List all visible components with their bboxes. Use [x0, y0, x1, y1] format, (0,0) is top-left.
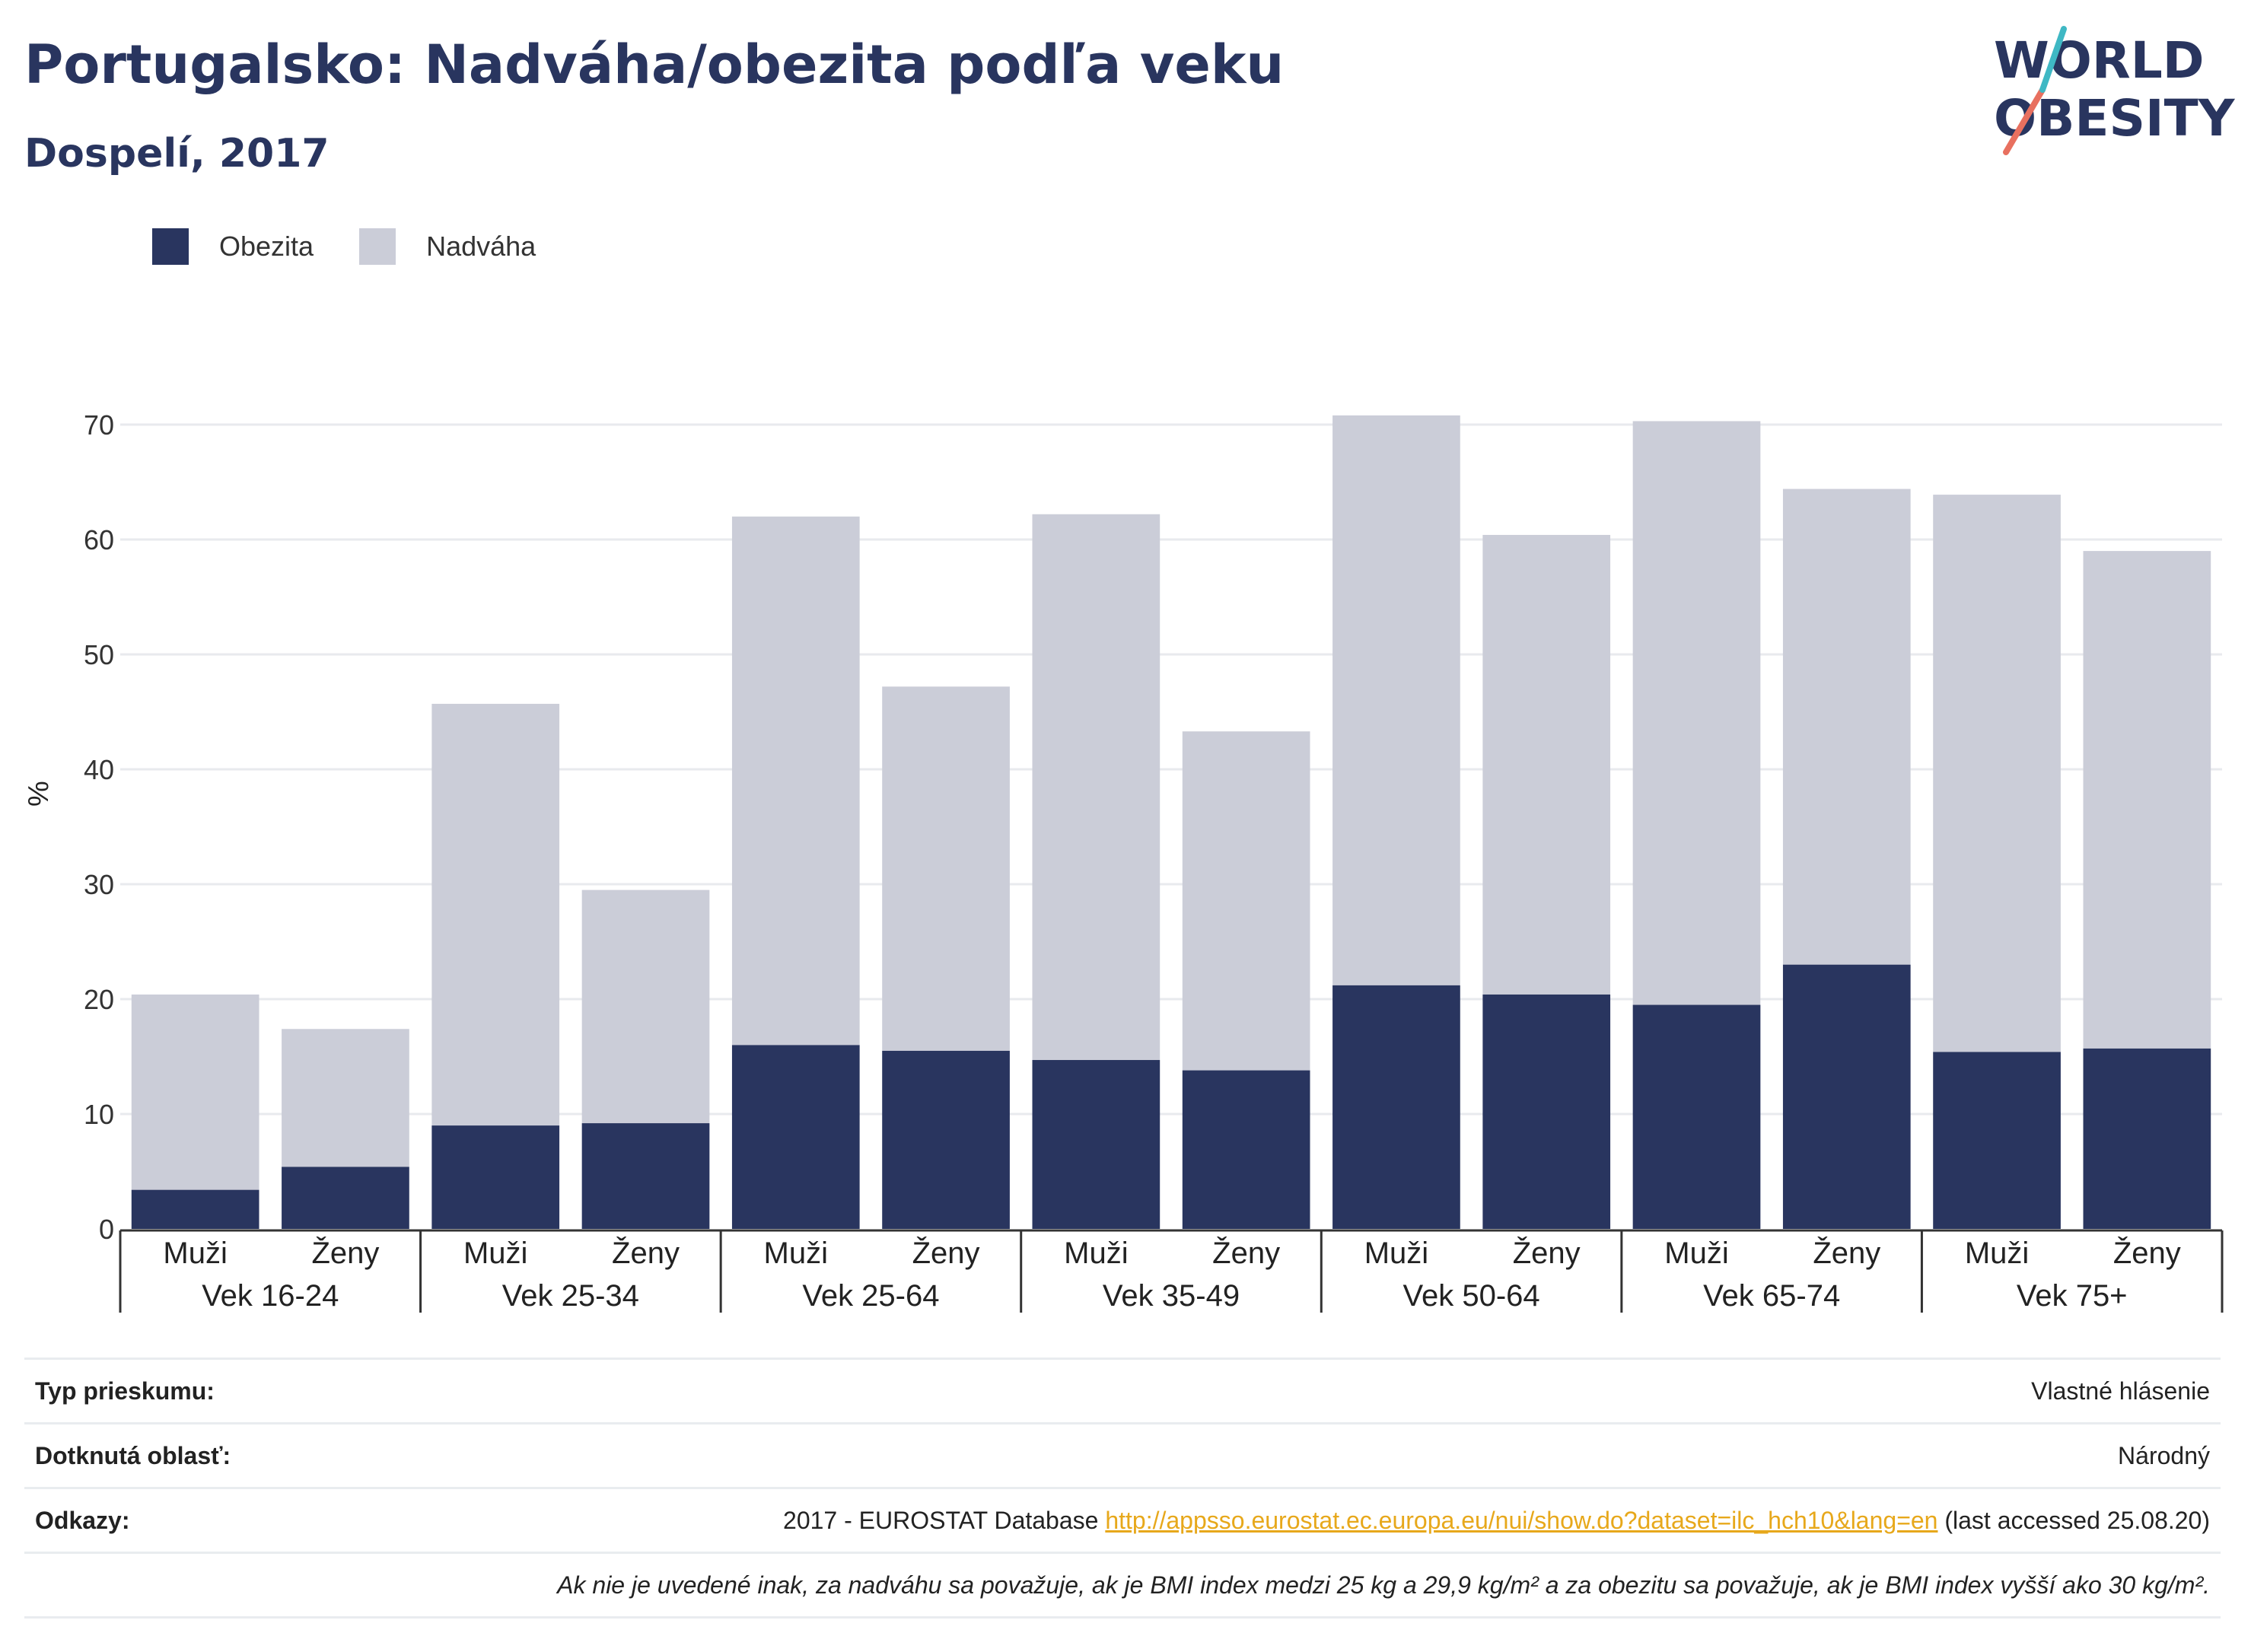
references-suffix: (last accessed 25.08.20) [1944, 1506, 2210, 1534]
bar-overweight [131, 994, 259, 1190]
survey-type-value: Vlastné hlásenie [2031, 1377, 2210, 1405]
x-sex-label: Muži [764, 1237, 828, 1270]
eurostat-link[interactable]: http://appsso.eurostat.ec.europa.eu/nui/… [1105, 1506, 1938, 1534]
legend-item-overweight: Nadváha [359, 228, 536, 265]
references-label: Odkazy: [35, 1506, 130, 1534]
bar-overweight [1332, 415, 1460, 985]
bar-obesity [2083, 1048, 2211, 1229]
area-label: Dotknutá oblasť: [35, 1441, 231, 1469]
info-row-survey: Typ prieskumu: Vlastné hlásenie [24, 1358, 2221, 1422]
y-tick-label: 40 [84, 754, 114, 785]
x-sex-label: Ženy [1813, 1236, 1880, 1270]
x-group-label: Vek 75+ [2017, 1279, 2128, 1313]
y-tick-label: 0 [99, 1214, 114, 1245]
x-group-label: Vek 16-24 [202, 1279, 339, 1313]
bar-overweight [731, 516, 860, 1046]
x-group-label: Vek 50-64 [1403, 1279, 1540, 1313]
bar-obesity [731, 1045, 860, 1229]
bar-overweight [1482, 534, 1611, 995]
y-tick-label: 10 [84, 1099, 114, 1130]
info-row-note: Ak nie je uvedené inak, za nadváhu sa po… [24, 1552, 2221, 1619]
legend: Obezita Nadváha [152, 225, 581, 268]
x-sex-label: Muži [1664, 1237, 1728, 1270]
bar-obesity [1332, 985, 1460, 1229]
info-row-area: Dotknutá oblasť: Národný [24, 1422, 2221, 1487]
x-sex-label: Muži [1064, 1237, 1128, 1270]
x-sex-label: Ženy [2113, 1236, 2181, 1270]
bar-overweight [282, 1029, 409, 1167]
legend-label-obesity: Obezita [219, 231, 314, 262]
area-value: Národný [2118, 1441, 2210, 1469]
x-group-label: Vek 25-34 [502, 1279, 639, 1313]
legend-swatch-obesity [152, 228, 189, 265]
references-value: 2017 - EUROSTAT Database http://appsso.e… [783, 1507, 2221, 1535]
bar-overweight [882, 686, 1010, 1051]
y-tick-label: 60 [84, 524, 114, 555]
x-group-label: Vek 25-64 [802, 1279, 939, 1313]
bar-overweight [1933, 495, 2061, 1052]
x-sex-label: Muži [163, 1237, 227, 1270]
bar-obesity [1782, 964, 1911, 1229]
y-tick-label: 30 [84, 869, 114, 900]
bar-obesity [1632, 1004, 1761, 1229]
bar-overweight [1032, 514, 1161, 1061]
x-sex-label: Ženy [912, 1236, 980, 1270]
bar-obesity [131, 1189, 259, 1229]
bar-obesity [882, 1050, 1010, 1229]
x-sex-label: Ženy [612, 1236, 680, 1270]
bar-obesity [431, 1125, 560, 1229]
bmi-note: Ak nie je uvedené inak, za nadváhu sa po… [557, 1571, 2210, 1599]
info-row-references: Odkazy: 2017 - EUROSTAT Database http://… [24, 1487, 2221, 1552]
legend-item-obesity: Obezita [152, 228, 314, 265]
bar-overweight [1182, 731, 1310, 1071]
page-title: Portugalsko: Nadváha/obezita podľa veku [24, 33, 1285, 96]
bar-obesity [1182, 1070, 1310, 1229]
legend-label-overweight: Nadváha [426, 231, 536, 262]
bar-obesity [282, 1167, 409, 1229]
page-subtitle: Dospelí, 2017 [24, 131, 330, 177]
x-group-label: Vek 35-49 [1103, 1279, 1240, 1313]
info-table: Typ prieskumu: Vlastné hlásenie Dotknutá… [24, 1358, 2221, 1619]
x-sex-label: Muži [1965, 1237, 2029, 1270]
bar-overweight [581, 890, 710, 1124]
x-sex-label: Muži [463, 1237, 527, 1270]
bar-overweight [1782, 489, 1911, 965]
x-sex-label: Ženy [1212, 1236, 1280, 1270]
x-sex-label: Ženy [311, 1236, 379, 1270]
stacked-bar-chart: 0 10 20 30 40 50 60 70 Muži Ženy Muži Ženy Muži Ženy M… [84, 409, 2224, 1313]
survey-type-label: Typ prieskumu: [35, 1377, 215, 1405]
bar-obesity [581, 1123, 710, 1229]
y-tick-label: 70 [84, 409, 114, 441]
y-tick-label: 50 [84, 639, 114, 670]
svg-text:WORLD: WORLD [1994, 31, 2205, 90]
x-group-label: Vek 65-74 [1703, 1279, 1840, 1313]
references-prefix: 2017 - EUROSTAT Database [783, 1506, 1099, 1534]
bar-overweight [2083, 551, 2211, 1049]
bar-obesity [1482, 994, 1611, 1229]
x-sex-label: Muži [1364, 1237, 1428, 1270]
x-sex-label: Ženy [1513, 1236, 1581, 1270]
bar-obesity [1933, 1052, 2061, 1229]
world-obesity-logo: WORLD OBESITY [1994, 26, 2236, 155]
bar-overweight [431, 703, 560, 1126]
bar-overweight [1632, 421, 1761, 1005]
bar-obesity [1032, 1060, 1161, 1229]
y-tick-label: 20 [84, 984, 114, 1015]
legend-swatch-overweight [359, 228, 396, 265]
